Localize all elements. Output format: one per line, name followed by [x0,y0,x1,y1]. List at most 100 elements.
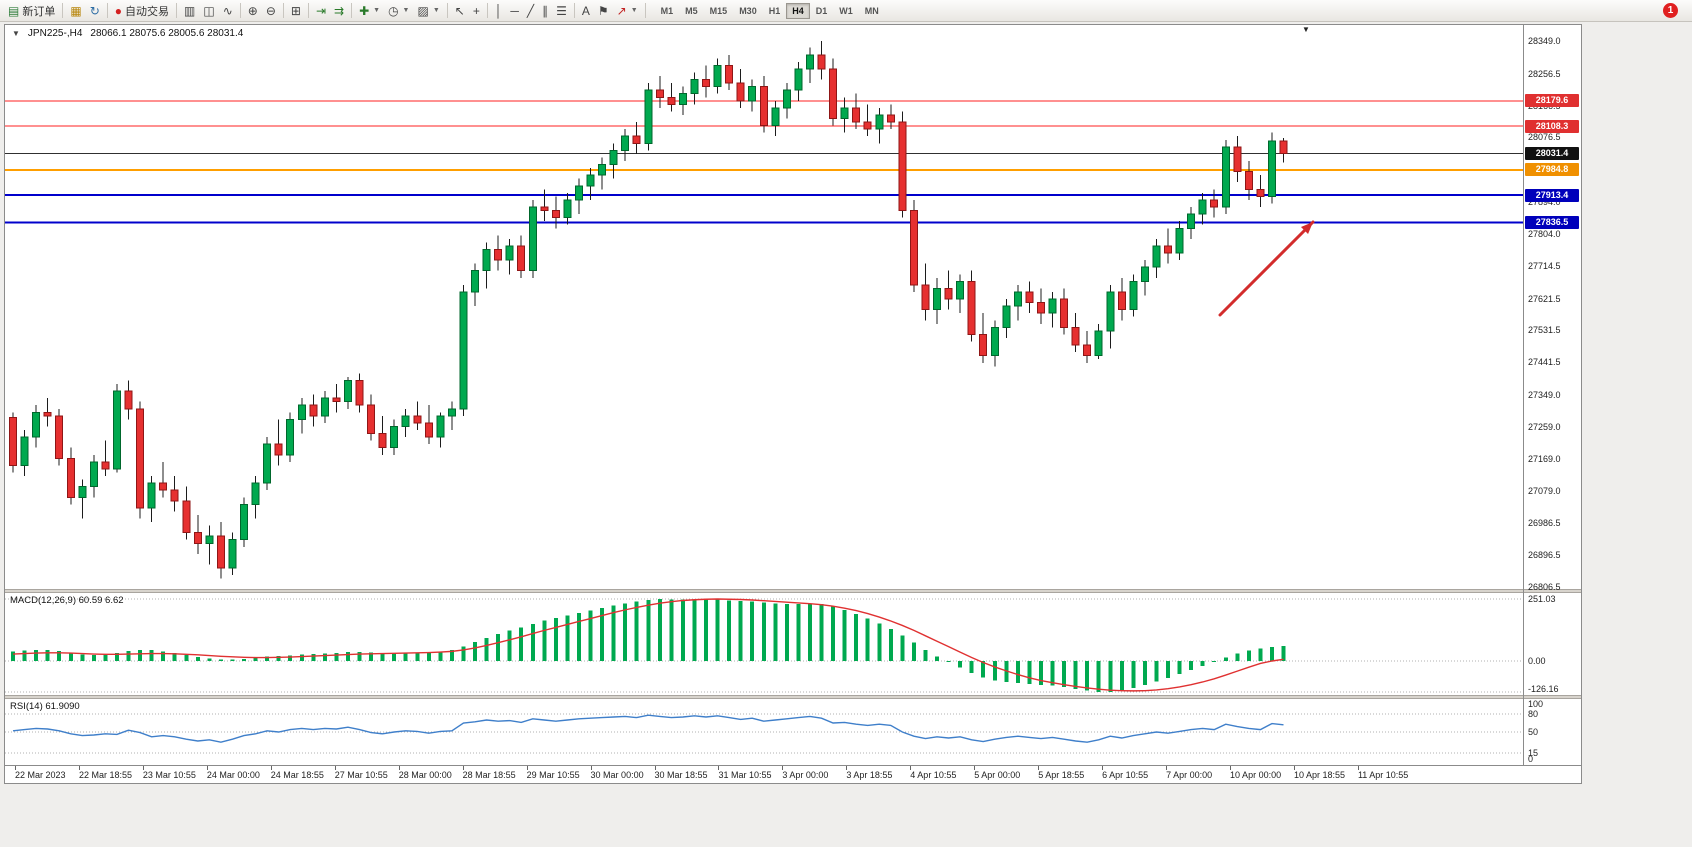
time-axis-tick [78,766,80,770]
candle-body [309,404,318,417]
trendline-button[interactable]: ╱ [523,2,538,20]
timeframe-w1-button[interactable]: W1 [839,5,853,16]
new-order-icon: ▤ [8,3,20,18]
candle-body [9,417,17,466]
trend-arrow[interactable] [1218,220,1315,317]
candlestick-button[interactable]: ◫ [199,2,218,20]
price-axis-label: 27441.5 [1528,357,1561,368]
periods-button[interactable]: ◷ ▼ [384,2,413,20]
time-axis-tick [910,766,912,770]
time-axis-tick [334,766,336,770]
trendline-icon: ╱ [526,3,535,18]
indicators-button[interactable]: ✚ ▼ [355,2,384,20]
rsi-axis-label: 50 [1528,727,1539,737]
candle-body [863,121,872,130]
price-axis-label: 28349.0 [1528,36,1561,46]
notification-badge[interactable]: 1 [1663,3,1678,18]
templates-button[interactable]: ▨ ▼ [413,2,443,20]
chart-menu-icon[interactable]: ▼ [12,29,20,38]
arrows-button[interactable]: ↗ ▼ [613,2,642,20]
time-axis-label: 22 Mar 18:55 [78,770,132,780]
cursor-button[interactable]: ↖ [451,2,469,20]
rsi-line [12,714,1284,743]
timeframe-h1-button[interactable]: H1 [768,5,781,16]
zoom-out-button[interactable]: ⊖ [262,2,280,20]
price-axis-label: 27531.5 [1528,325,1561,336]
crosshair-button[interactable]: + [469,2,484,20]
candle-body [586,174,595,187]
time-axis[interactable]: 22 Mar 2023 22 Mar 18:55 23 Mar 10:55 24 Ma… [5,765,1581,783]
candle-body [690,79,699,95]
time-axis-tick [974,766,976,770]
channel-button[interactable]: ∥ [538,2,552,20]
candle-body [1210,199,1219,208]
timeframe-m15-button[interactable]: M15 [709,5,728,16]
time-axis-label: 29 Mar 10:55 [526,770,580,780]
candle-body [124,390,133,410]
pane-separator[interactable] [5,695,1581,699]
bar-chart-button[interactable]: ▥ [180,2,199,20]
timeframe-mn-button[interactable]: MN [864,5,879,16]
text-button[interactable]: A [578,2,594,20]
candle-body [551,210,560,219]
candle-body [459,291,468,410]
candle-body [1025,291,1034,304]
candle-body [1094,330,1103,357]
vertical-line-button[interactable]: │ [491,2,507,20]
candle-body [967,280,976,335]
candle-body [78,486,87,498]
dropdown-arrow-icon: ▼ [432,7,440,14]
toolbar-separator [239,3,241,18]
pane-separator[interactable] [5,589,1581,593]
time-axis-tick [1230,766,1232,770]
horizontal-line-button[interactable]: ─ [506,2,523,20]
refresh-button[interactable]: ↻ [86,2,104,20]
time-axis-label: 3 Apr 00:00 [782,770,829,780]
timeframe-m30-button[interactable]: M30 [739,5,757,16]
price-tag-28031.4: 28031.4 [1525,146,1579,160]
indicators-icon: ✚ [359,3,370,18]
fibonacci-button[interactable]: ☰ [552,2,571,20]
candle-body [933,287,941,311]
candle-body [944,287,953,300]
price-chart-plot[interactable] [5,25,1523,589]
charts-button[interactable]: ▦ [66,2,85,20]
chart-window: ▼ JPN225-,H4 28066.1 28075.6 28005.6 280… [4,24,1582,784]
chart-shift-button[interactable]: ⇉ [330,2,348,20]
candle-body [436,415,445,438]
line-chart-button[interactable]: ∿ [219,2,237,20]
candle-body [644,89,653,144]
candle-body [759,86,768,127]
new-order-button[interactable]: ▤ 新订单 [4,2,59,20]
text-label-button[interactable]: ⚑ [594,2,613,20]
timeframe-m5-button[interactable]: M5 [685,5,698,16]
time-axis-label: 7 Apr 00:00 [1166,770,1213,780]
candle-body [736,82,745,102]
candle-body [471,270,479,293]
price-axis-label: 27894.0 [1528,197,1561,208]
timeframe-d1-button[interactable]: D1 [815,5,828,16]
time-axis-tick [270,766,272,770]
candle-body [540,206,549,212]
auto-scroll-button[interactable]: ⇥ [312,2,330,20]
chart-shift-marker[interactable]: ▼ [1302,25,1310,34]
time-axis-tick [1102,766,1104,770]
candle-body [112,390,121,470]
rsi-axis-label: 15 [1528,748,1539,758]
time-axis-label: 24 Mar 00:00 [206,770,260,780]
candle-body [1048,298,1057,314]
timeframe-m1-button[interactable]: M1 [660,5,674,16]
price-axis-label: 27621.5 [1528,293,1561,304]
macd-plot[interactable] [5,593,1523,695]
tile-windows-button[interactable]: ⊞ [287,2,305,20]
candle-body [274,443,283,456]
trend-arrow-head [1300,222,1313,235]
rsi-plot[interactable] [5,699,1523,765]
dropdown-arrow-icon: ▼ [630,7,638,14]
candle-body [101,461,110,470]
price-axis-label: 26896.5 [1528,550,1561,561]
timeframe-h4-button[interactable]: H4 [786,2,810,19]
zoom-in-button[interactable]: ⊕ [244,2,262,20]
autotrade-button[interactable]: ● 自动交易 [111,2,173,20]
candle-body [401,415,410,427]
